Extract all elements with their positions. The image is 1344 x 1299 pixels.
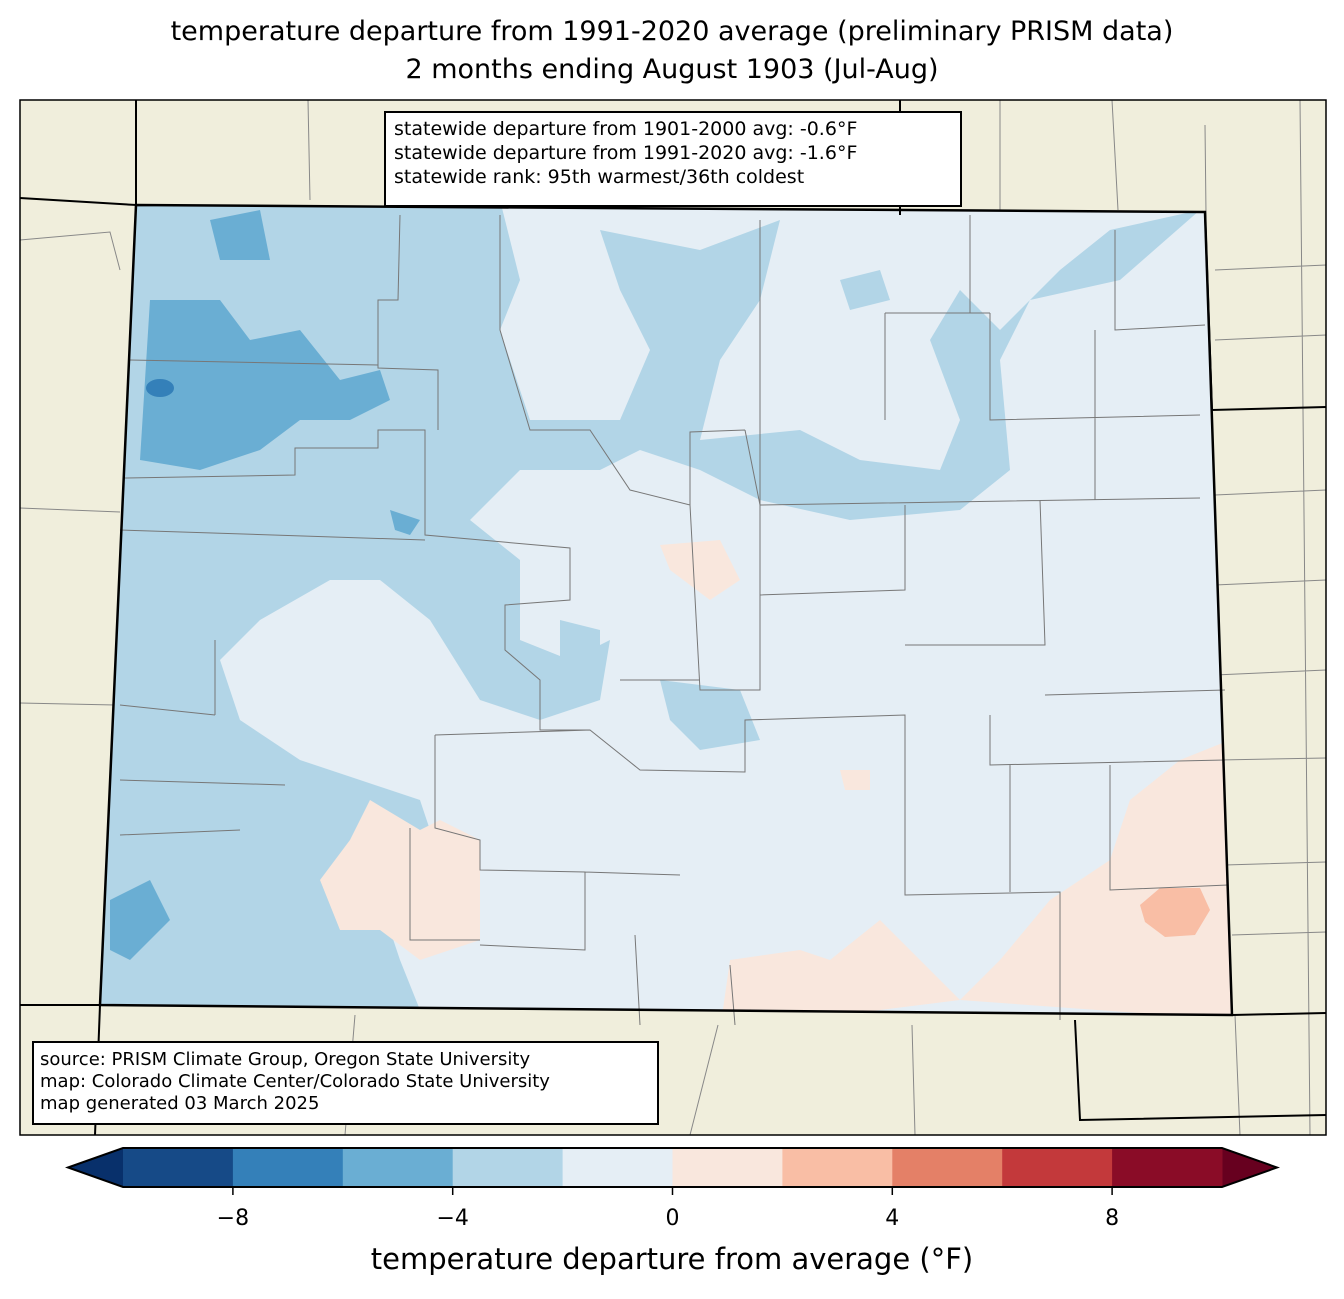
colorbar-segment [452, 1148, 564, 1187]
colorbar-tick-label: 0 [665, 1206, 680, 1231]
colorbar [65, 1147, 1280, 1195]
colorbar-segment [782, 1148, 893, 1187]
colorbar-segment [1002, 1148, 1113, 1187]
colorbar-tick-label: −8 [216, 1206, 250, 1231]
colorbar-segment [123, 1148, 234, 1187]
statewide-stats-box: statewide departure from 1901-2000 avg: … [384, 111, 962, 207]
colorbar-segment [232, 1148, 344, 1187]
colorbar-segment [892, 1148, 1003, 1187]
county-lines [119, 214, 1229, 1026]
generated-date-line: map generated 03 March 2025 [40, 1093, 320, 1114]
map-credit-line: map: Colorado Climate Center/Colorado St… [40, 1071, 550, 1092]
source-box: source: PRISM Climate Group, Oregon Stat… [32, 1041, 659, 1125]
map-subtitle: 2 months ending August 1903 (Jul-Aug) [405, 54, 939, 85]
colorbar-label: temperature departure from average (°F) [370, 1242, 974, 1276]
colorbar-outline [65, 1147, 1280, 1188]
departure-fill-0-to-2 [320, 540, 1232, 1015]
departure-fill-2-to-4 [1140, 888, 1210, 937]
colorbar-segment [562, 1148, 673, 1187]
colorbar-tick-label: 4 [885, 1206, 900, 1231]
stats-rank: statewide rank: 95th warmest/36th coldes… [394, 166, 805, 188]
stats-departure-1991-2020: statewide departure from 1991-2020 avg: … [394, 142, 858, 164]
colorbar-over-extension [1222, 1148, 1277, 1187]
colorbar-segment [672, 1148, 783, 1187]
colorbar-tick-label: 8 [1105, 1206, 1120, 1231]
colorbar-tick-label: −4 [436, 1206, 469, 1231]
neighbor-county-lines [19, 99, 1327, 1136]
map-title: temperature departure from 1991-2020 ave… [170, 16, 1174, 47]
map-frame [19, 99, 1327, 1136]
departure-fill-minus4-to-minus6 [110, 210, 420, 960]
colorbar-segment [1112, 1148, 1223, 1187]
colorbar-segment [342, 1148, 454, 1187]
colorbar-under-extension [68, 1148, 123, 1187]
departure-fill-minus6-to-minus8 [146, 379, 174, 397]
source-line: source: PRISM Climate Group, Oregon Stat… [40, 1049, 531, 1070]
stats-departure-1901-2000: statewide departure from 1901-2000 avg: … [394, 118, 858, 140]
